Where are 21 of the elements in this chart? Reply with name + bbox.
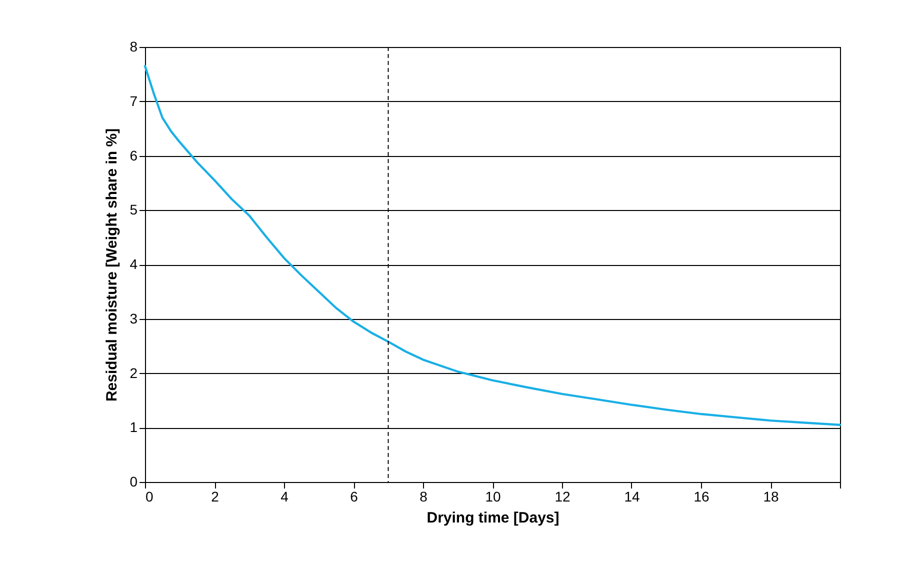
y-tick-label: 6 xyxy=(130,147,138,164)
y-tick-label: 5 xyxy=(130,202,138,218)
x-tick-label: 0 xyxy=(146,488,154,504)
x-tick-label: 4 xyxy=(280,488,289,504)
y-tick-label: 8 xyxy=(130,38,138,54)
x-tick-label: 18 xyxy=(763,488,779,504)
x-tick-label: 8 xyxy=(420,488,428,504)
x-tick-label: 6 xyxy=(350,488,358,504)
x-tick-label: 2 xyxy=(211,488,220,504)
y-tick-label: 7 xyxy=(130,92,138,109)
x-tick-label: 14 xyxy=(624,488,640,504)
y-tick-label: 4 xyxy=(130,256,138,272)
y-axis-title: Residual moisture [Weight share in %] xyxy=(104,128,121,402)
x-axis-title: Drying time [Days] xyxy=(426,510,560,526)
y-tick-label: 3 xyxy=(130,310,138,326)
x-tick-label: 16 xyxy=(694,488,710,504)
y-tick-label: 2 xyxy=(130,364,138,381)
x-tick-label: 10 xyxy=(485,488,501,504)
y-tick-label: 0 xyxy=(130,474,138,490)
y-tick-label: 1 xyxy=(130,419,138,436)
x-tick-label: 12 xyxy=(554,488,570,504)
